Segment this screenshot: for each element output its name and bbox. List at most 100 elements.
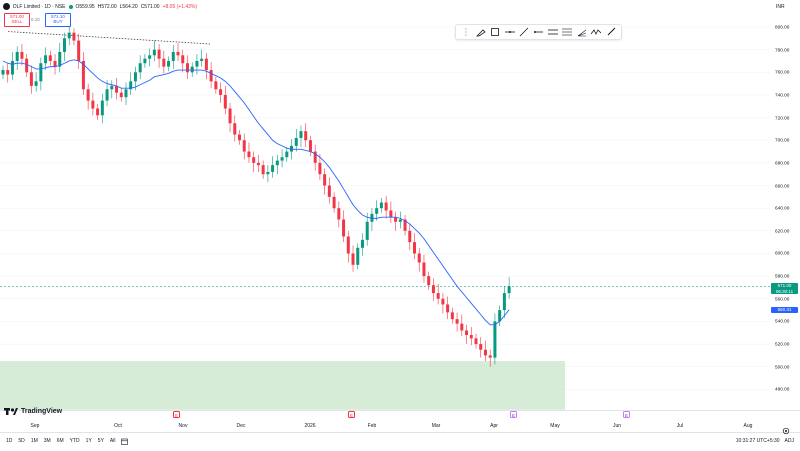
candle[interactable] [285, 151, 289, 158]
candle[interactable] [318, 162, 322, 175]
parallel-channel-icon[interactable] [547, 26, 559, 38]
candle[interactable] [351, 253, 355, 265]
candle[interactable] [171, 51, 175, 61]
trend-line[interactable] [7, 31, 211, 45]
candle[interactable] [469, 335, 473, 339]
candle[interactable] [493, 321, 497, 358]
range-1d[interactable]: 1D [6, 437, 13, 444]
candle[interactable] [507, 286, 511, 294]
candle[interactable] [119, 92, 123, 98]
candle[interactable] [394, 217, 398, 222]
candle[interactable] [365, 221, 369, 240]
candle[interactable] [403, 219, 407, 231]
candle[interactable] [375, 208, 379, 214]
candle[interactable] [313, 151, 317, 163]
candle[interactable] [252, 157, 256, 163]
candle[interactable] [15, 51, 19, 61]
candle[interactable] [204, 58, 208, 71]
candle[interactable] [124, 89, 128, 98]
horizontal-ray-icon[interactable] [532, 26, 544, 38]
candle[interactable] [450, 312, 454, 320]
candle[interactable] [266, 171, 270, 175]
earnings-event-2[interactable]: E [348, 411, 355, 418]
candle[interactable] [1, 70, 5, 75]
candle[interactable] [181, 55, 185, 64]
dividend-event-2[interactable]: E [623, 411, 630, 418]
brush-tool-icon[interactable] [605, 26, 617, 38]
price-axis[interactable] [770, 0, 800, 410]
candle[interactable] [299, 131, 303, 138]
currency-label[interactable]: INR [776, 4, 785, 10]
candle[interactable] [460, 323, 464, 331]
range-1y[interactable]: 1Y [85, 437, 92, 444]
candle[interactable] [384, 202, 388, 211]
date-range-icon[interactable] [118, 438, 131, 447]
dividend-event-1[interactable]: E [510, 411, 517, 418]
candle[interactable] [422, 262, 426, 277]
drawing-toolbar[interactable] [455, 24, 622, 40]
candle[interactable] [238, 134, 241, 141]
candle[interactable] [346, 236, 350, 254]
candle[interactable] [62, 38, 66, 52]
range-1m[interactable]: 1M [30, 437, 38, 444]
candle[interactable] [223, 94, 227, 109]
candle[interactable] [446, 304, 450, 313]
candle[interactable] [408, 230, 412, 243]
candle[interactable] [143, 58, 147, 64]
candle[interactable] [25, 58, 29, 73]
horizontal-line-icon[interactable] [504, 26, 516, 38]
candle[interactable] [10, 60, 14, 75]
candle[interactable] [190, 66, 194, 73]
clock-value[interactable]: 10:31:27 UTC+5:30 [735, 438, 780, 444]
candle[interactable] [86, 89, 90, 101]
drag-handle-icon[interactable] [460, 26, 472, 38]
candle[interactable] [417, 253, 421, 263]
candle[interactable] [436, 293, 440, 299]
candle[interactable] [275, 160, 279, 166]
candle[interactable] [370, 213, 374, 222]
candle[interactable] [176, 51, 180, 56]
candle[interactable] [327, 185, 331, 197]
candle[interactable] [323, 174, 327, 186]
rectangle-tool-icon[interactable] [489, 26, 501, 38]
candle[interactable] [105, 89, 109, 101]
candle[interactable] [247, 151, 251, 158]
candle[interactable] [280, 157, 284, 161]
candle[interactable] [48, 55, 52, 61]
candle[interactable] [129, 81, 133, 90]
candle[interactable] [81, 60, 85, 90]
sell-button[interactable]: 571.00 SELL [4, 13, 30, 27]
candle[interactable] [138, 63, 142, 73]
symbol-title[interactable]: DLF Limited · 1D · NSE [13, 3, 66, 10]
candle[interactable] [6, 70, 10, 75]
candle[interactable] [214, 81, 218, 90]
candle[interactable] [72, 32, 76, 41]
candle[interactable] [304, 131, 308, 141]
adj-button[interactable]: ADJ [784, 438, 794, 444]
candle[interactable] [91, 100, 95, 109]
candle[interactable] [294, 137, 298, 146]
candle[interactable] [209, 70, 213, 82]
candle[interactable] [271, 165, 275, 172]
candle[interactable] [96, 108, 100, 116]
candle[interactable] [77, 40, 81, 61]
candle[interactable] [455, 319, 459, 324]
candle[interactable] [356, 247, 360, 265]
candle[interactable] [152, 49, 156, 56]
buy-button[interactable]: 571.10 BUY [45, 13, 71, 27]
candle[interactable] [20, 51, 24, 59]
candle[interactable] [337, 208, 341, 220]
candle[interactable] [427, 276, 431, 286]
candle[interactable] [228, 108, 232, 124]
candle[interactable] [200, 58, 204, 61]
candle[interactable] [29, 72, 33, 86]
candle[interactable] [483, 349, 487, 356]
candle[interactable] [488, 355, 492, 358]
candle[interactable] [110, 85, 114, 90]
candle[interactable] [398, 219, 402, 222]
range-6m[interactable]: 6M [56, 437, 64, 444]
candle[interactable] [233, 123, 237, 135]
range-3m[interactable]: 3M [43, 437, 51, 444]
candle[interactable] [413, 242, 417, 254]
candle[interactable] [157, 49, 161, 59]
